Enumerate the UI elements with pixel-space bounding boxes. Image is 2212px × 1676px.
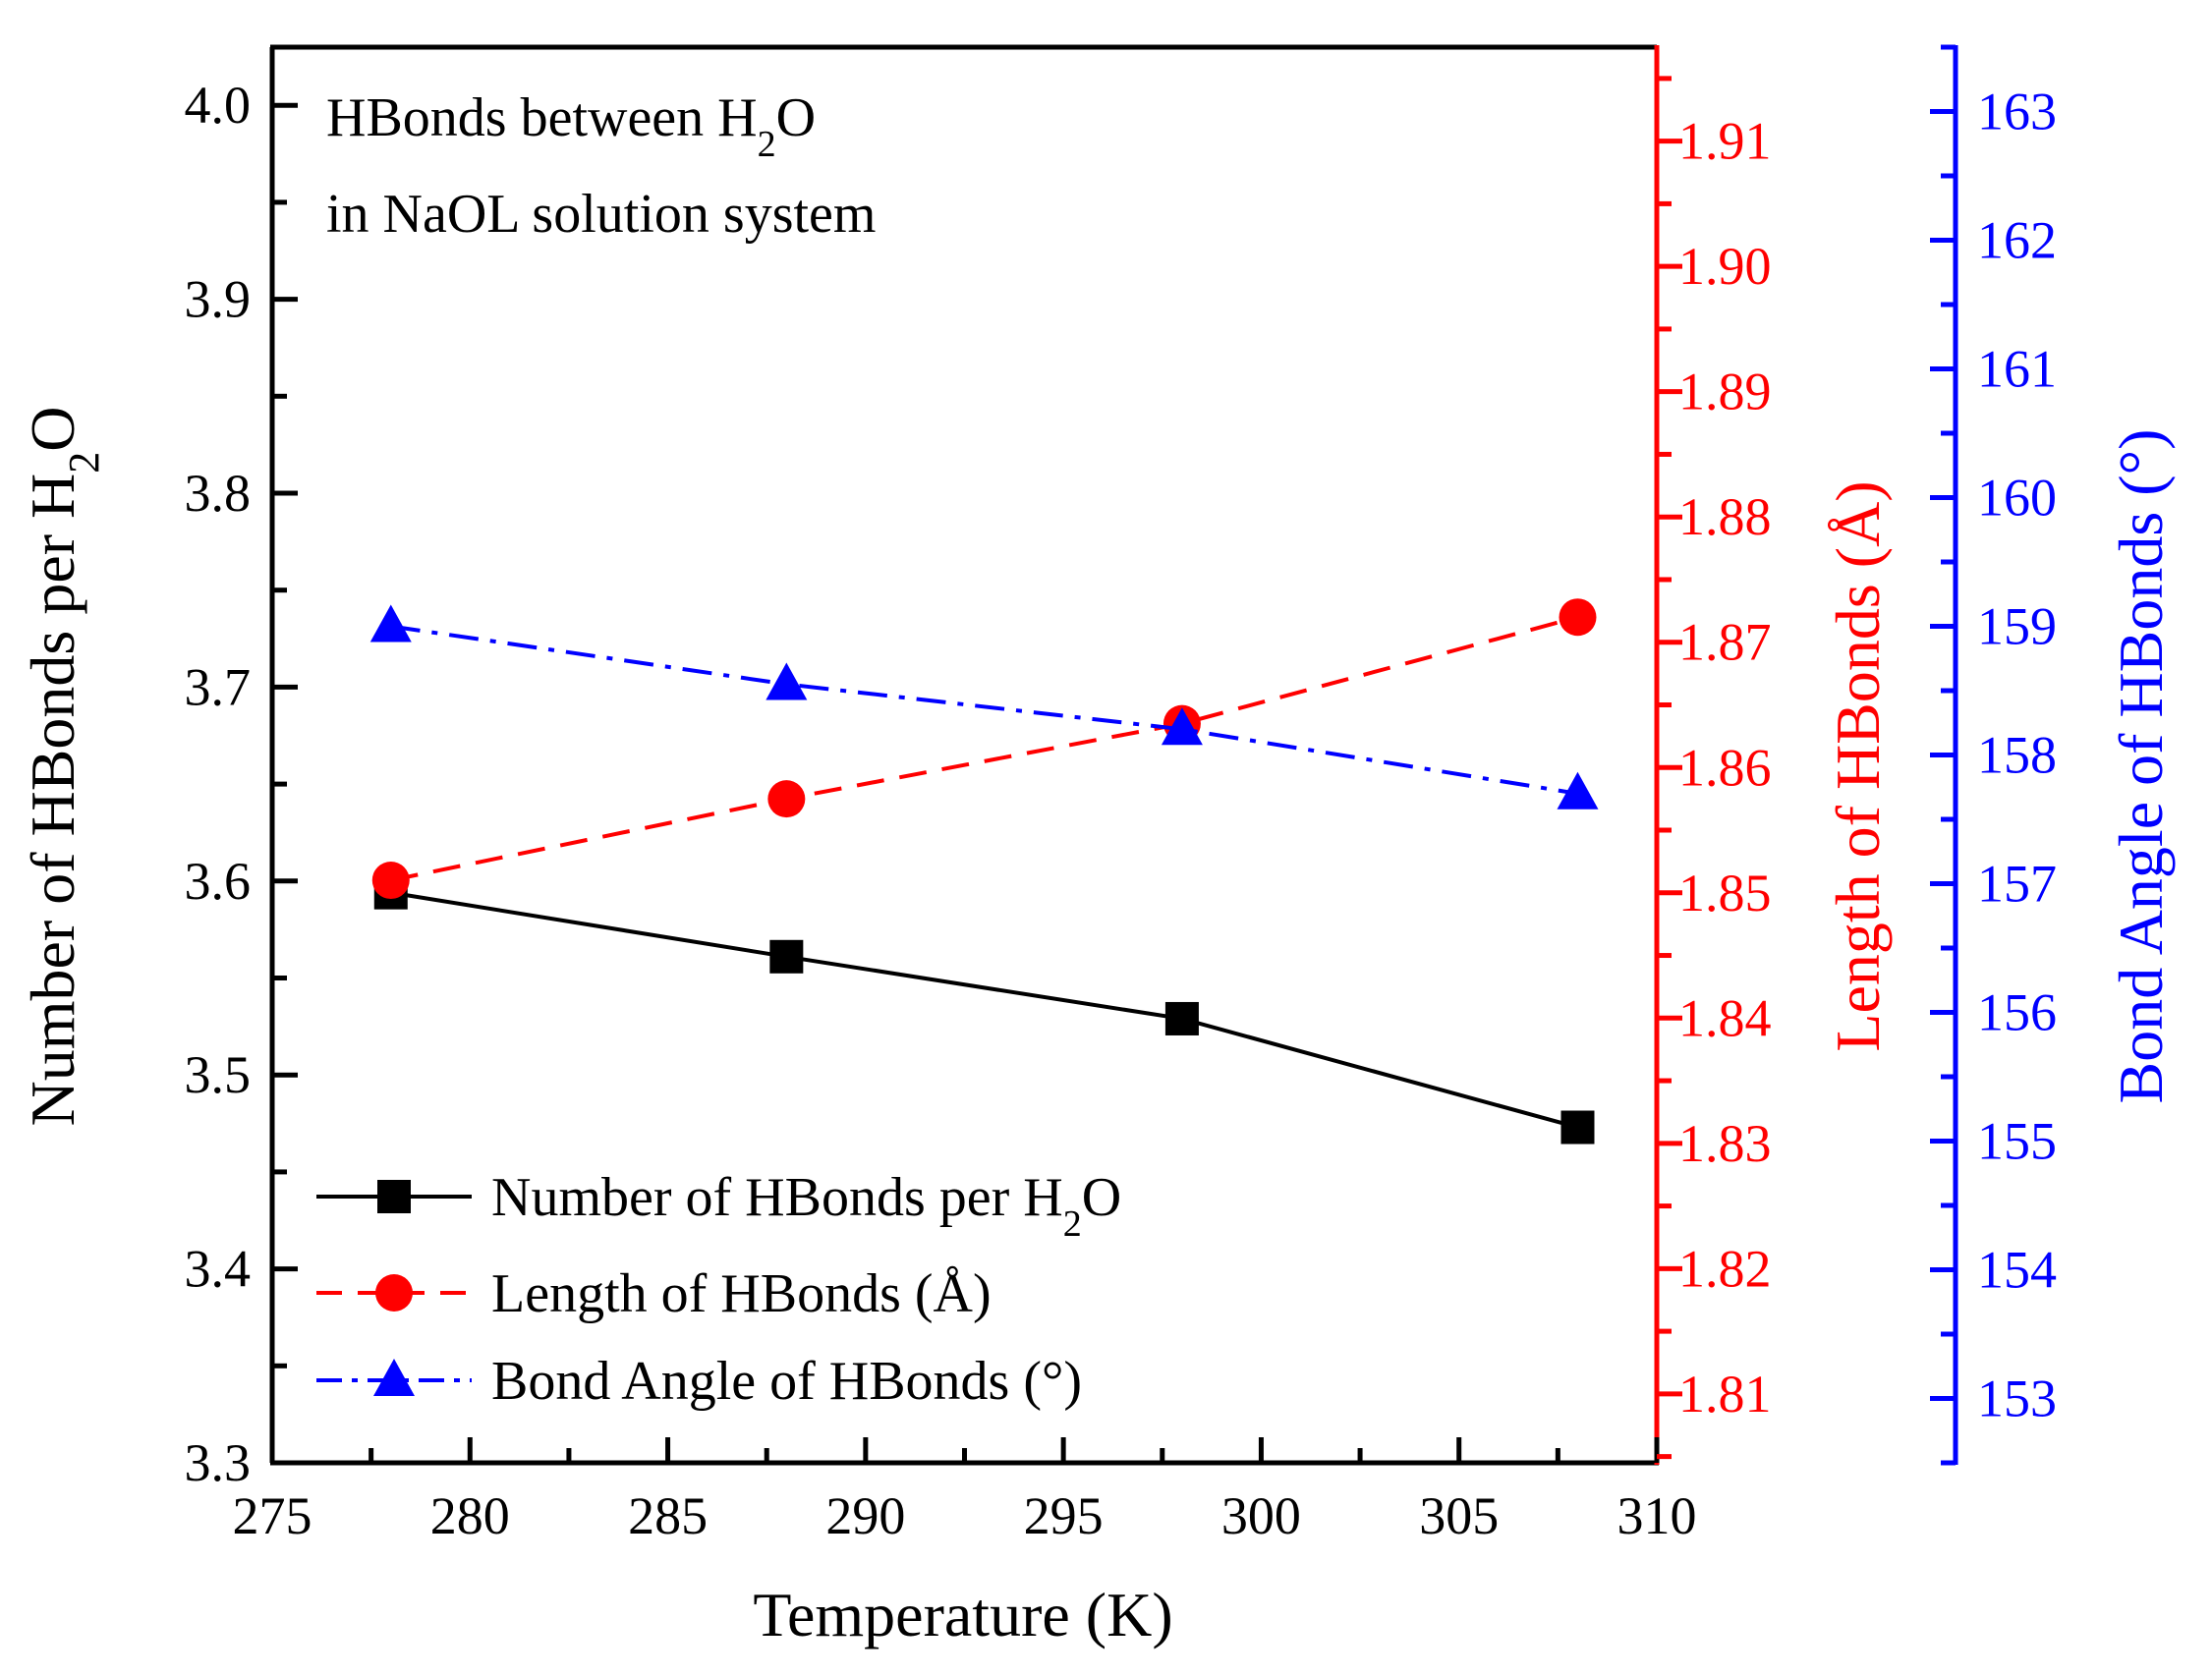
series-triangle xyxy=(369,604,1599,810)
x-tick-label: 285 xyxy=(628,1486,708,1545)
x-tick-label: 275 xyxy=(233,1486,312,1545)
data-point-square xyxy=(769,939,804,974)
legend-label: Length of HBonds (Å) xyxy=(491,1263,992,1324)
y-right1-tick-label: 1.86 xyxy=(1678,738,1772,797)
y-right1-tick-label: 1.90 xyxy=(1678,237,1772,296)
data-point-circle xyxy=(371,862,410,900)
y-left-tick-label: 3.8 xyxy=(185,464,252,523)
data-point-triangle xyxy=(1557,771,1599,810)
axes: 275 280 285 290 295 300 305 310 3.3 3.4 3.5 3.6 3.7 3… xyxy=(185,44,2057,1545)
y-right1-tick-label: 1.82 xyxy=(1678,1239,1772,1298)
y-left-tick-label: 3.5 xyxy=(185,1045,252,1104)
y-left-tick-label: 3.9 xyxy=(185,270,252,329)
series-line xyxy=(390,624,1578,796)
y-right2-tick-label: 159 xyxy=(1977,597,2057,656)
data-point-square xyxy=(1164,1001,1199,1035)
y-right1-axis-title: Length of HBonds (Å) xyxy=(1823,480,1893,1051)
data-point-circle xyxy=(1559,598,1597,637)
series-line xyxy=(390,615,1579,882)
x-axis-title: Temperature (K) xyxy=(753,1580,1172,1649)
x-tick-label: 310 xyxy=(1617,1486,1697,1545)
data-point-triangle xyxy=(1161,707,1203,746)
y-right1-tick-label: 1.88 xyxy=(1678,487,1772,546)
y-right2-tick-label: 157 xyxy=(1977,855,2057,914)
y-right1-tick-label: 1.87 xyxy=(1678,613,1772,672)
y-left-tick-label: 3.7 xyxy=(185,657,252,716)
legend-marker-circle xyxy=(375,1274,413,1312)
series-circle xyxy=(371,598,1597,900)
legend-item: Length of HBonds (Å) xyxy=(316,1263,992,1324)
annotation-line-1: HBonds between H2O xyxy=(326,87,816,165)
data-point-triangle xyxy=(766,662,808,700)
y-right2-tick-label: 163 xyxy=(1977,83,2057,141)
y-left-tick-label: 4.0 xyxy=(185,76,252,135)
legend: Number of HBonds per H2O Length of HBonds… xyxy=(316,1167,1121,1412)
x-tick-label: 290 xyxy=(825,1486,905,1545)
data-point-square xyxy=(1560,1110,1595,1145)
y-right1-tick-label: 1.91 xyxy=(1678,112,1772,171)
y-left-tick-label: 3.6 xyxy=(185,852,252,911)
y-left-axis-title: Number of HBonds per H2O xyxy=(18,407,108,1127)
data-point-circle xyxy=(767,780,806,818)
y-right2-tick-label: 162 xyxy=(1977,211,2057,270)
y-right2-tick-label: 160 xyxy=(1977,469,2057,528)
annotation-line-2: in NaOL solution system xyxy=(326,184,876,245)
y-right2-tick-label: 158 xyxy=(1977,726,2057,785)
series-line xyxy=(390,890,1579,1130)
legend-item: Number of HBonds per H2O xyxy=(316,1167,1121,1245)
legend-marker-square xyxy=(377,1180,411,1213)
y-right2-tick-label: 161 xyxy=(1977,340,2057,399)
y-right1-tick-label: 1.83 xyxy=(1678,1114,1772,1173)
plot-series xyxy=(369,598,1599,1145)
y-right2-tick-label: 156 xyxy=(1977,983,2057,1042)
x-tick-label: 295 xyxy=(1024,1486,1104,1545)
legend-label: Bond Angle of HBonds (°) xyxy=(491,1351,1082,1412)
y-right2-tick-label: 154 xyxy=(1977,1241,2057,1300)
y-right1-tick-label: 1.84 xyxy=(1678,988,1772,1047)
y-right2-axis-title: Bond Angle of HBonds (°) xyxy=(2106,429,2176,1104)
y-right2-tick-label: 153 xyxy=(1977,1369,2057,1428)
legend-label: Number of HBonds per H2O xyxy=(491,1167,1121,1245)
y-left-tick-label: 3.3 xyxy=(185,1433,252,1492)
legend-marker-triangle xyxy=(373,1359,415,1396)
x-tick-label: 300 xyxy=(1221,1486,1301,1545)
x-tick-label: 305 xyxy=(1419,1486,1499,1545)
data-point-triangle xyxy=(369,604,412,642)
y-right1-tick-label: 1.85 xyxy=(1678,864,1772,922)
legend-item: Bond Angle of HBonds (°) xyxy=(316,1351,1082,1412)
y-right2-tick-label: 155 xyxy=(1977,1112,2057,1171)
y-right1-tick-label: 1.89 xyxy=(1678,363,1772,421)
y-right1-tick-label: 1.81 xyxy=(1678,1365,1772,1424)
x-tick-label: 280 xyxy=(430,1486,510,1545)
series-square xyxy=(373,875,1595,1145)
y-left-tick-label: 3.4 xyxy=(185,1240,252,1299)
